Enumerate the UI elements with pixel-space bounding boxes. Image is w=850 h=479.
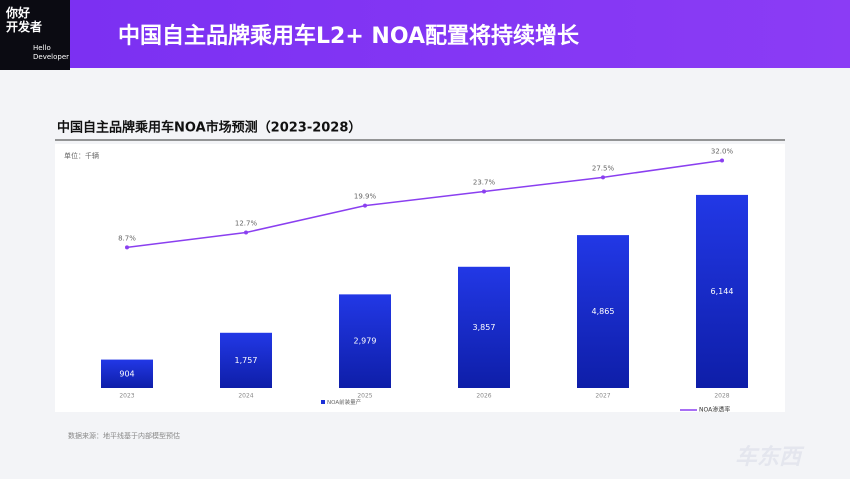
- line-value-label: 8.7%: [118, 234, 136, 242]
- line-point: [482, 189, 486, 194]
- line-value-label: 12.7%: [235, 220, 258, 228]
- x-tick-label: 2023: [119, 393, 134, 400]
- bar-value-label: 2,979: [354, 337, 377, 346]
- line-series: [126, 159, 723, 249]
- unit-label: 单位：千辆: [64, 151, 99, 160]
- chart-title: 中国自主品牌乘用车NOA市场预测（2023-2028）: [57, 120, 361, 136]
- line-value-label: 27.5%: [592, 164, 615, 172]
- bar: [101, 359, 153, 388]
- line-point: [363, 203, 367, 208]
- page-title: 中国自主品牌乘用车L2+ NOA配置将持续增长: [118, 24, 579, 49]
- source-note: 数据来源：地平线基于内部模型预估: [68, 431, 180, 440]
- bar-value-label: 6,144: [711, 287, 734, 296]
- x-tick-label: 2028: [714, 393, 729, 400]
- logo-text: Developer: [33, 53, 70, 61]
- x-tick-label: 2026: [476, 393, 491, 400]
- line-point: [601, 175, 605, 180]
- line-point: [244, 230, 248, 235]
- logo-text: 开发者: [6, 20, 43, 34]
- x-tick-label: 2024: [238, 393, 253, 400]
- bar: [577, 235, 629, 388]
- line-value-label: 32.0%: [711, 148, 734, 156]
- bar: [339, 294, 391, 388]
- line-point: [720, 158, 724, 163]
- x-tick-label: 2027: [595, 393, 610, 400]
- bar: [696, 194, 748, 388]
- legend-label: NOA渗透率: [699, 406, 730, 414]
- bar-value-label: 904: [119, 369, 134, 378]
- header-bar: [0, 0, 850, 68]
- plot-panel: [55, 144, 785, 412]
- line-value-label: 19.9%: [354, 193, 377, 201]
- x-tick-label: 2025: [357, 393, 372, 400]
- bar: [458, 266, 510, 388]
- bar-value-label: 4,865: [592, 307, 615, 316]
- bar: [220, 332, 272, 388]
- legend-label: NOA前装量产: [327, 398, 362, 406]
- logo-text: 你好: [6, 6, 31, 20]
- bar-value-label: 1,757: [235, 356, 258, 365]
- bar-value-label: 3,857: [473, 323, 496, 332]
- line-point: [125, 245, 129, 250]
- logo-text: Hello: [33, 44, 51, 52]
- legend-swatch: [321, 400, 325, 404]
- line-value-label: 23.7%: [473, 178, 496, 186]
- watermark: 车东西: [735, 444, 805, 470]
- logo: 你好 开发者 Hello Developer: [0, 0, 70, 70]
